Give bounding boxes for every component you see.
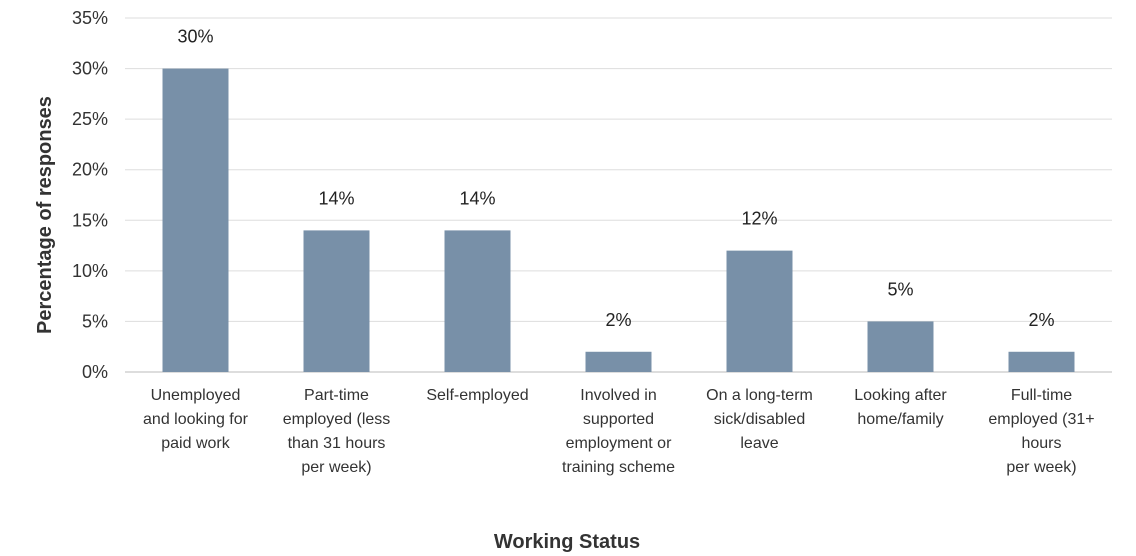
y-tick-label: 5%	[82, 311, 108, 331]
y-tick-label: 15%	[72, 210, 108, 230]
bar	[1008, 351, 1075, 372]
data-label: 5%	[887, 279, 913, 299]
data-label: 2%	[1028, 310, 1054, 330]
y-tick-label: 0%	[82, 362, 108, 382]
x-tick-label: On a long-term sick/disabled leave	[706, 387, 813, 452]
data-label: 2%	[605, 310, 631, 330]
x-axis-categories: Unemployed and looking for paid work Part-t…	[143, 387, 1095, 476]
bar	[303, 230, 370, 372]
x-tick-label: Self-employed	[426, 387, 528, 404]
bar	[444, 230, 511, 372]
x-tick-label: Involved in supported employment or trainin…	[562, 387, 675, 476]
data-label: 14%	[318, 188, 354, 208]
x-tick-label: Unemployed and looking for paid work	[143, 387, 249, 452]
y-tick-label: 30%	[72, 59, 108, 79]
y-axis-ticks: 0% 5% 10% 15% 20% 25% 30% 35%	[72, 8, 108, 382]
x-tick-label: Looking after home/family	[854, 387, 947, 428]
y-tick-label: 10%	[72, 261, 108, 281]
x-tick-label: Full-time employed (31+ hours per week)	[988, 387, 1094, 476]
y-tick-label: 20%	[72, 160, 108, 180]
data-label: 12%	[741, 209, 777, 229]
y-tick-label: 35%	[72, 8, 108, 28]
bars	[162, 68, 1075, 373]
bar	[726, 250, 793, 372]
x-tick-label: Part-time employed (less than 31 hours per …	[283, 387, 391, 476]
data-label: 14%	[459, 188, 495, 208]
x-axis-title: Working Status	[494, 531, 640, 553]
data-labels: 30% 14% 14% 2% 12% 5% 2%	[177, 27, 1054, 330]
bar	[162, 68, 229, 373]
y-tick-label: 25%	[72, 109, 108, 129]
y-axis-title: Percentage of responses	[34, 96, 56, 334]
bar	[585, 351, 652, 372]
data-label: 30%	[177, 27, 213, 47]
bar	[867, 321, 934, 372]
gridlines	[125, 17, 1112, 373]
